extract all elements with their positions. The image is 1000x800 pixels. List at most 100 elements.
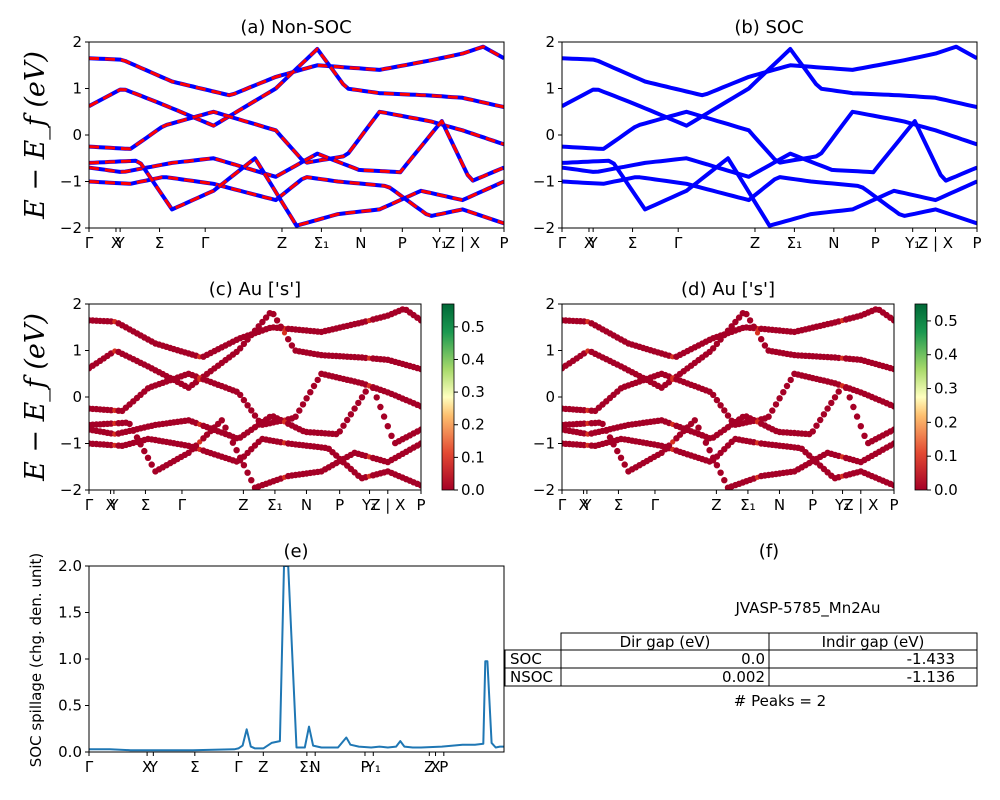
panel-a-xtick-label: Y bbox=[115, 234, 126, 252]
panel-c-colorbar-tick-label: 0.2 bbox=[461, 416, 485, 434]
panel-b-band-6 bbox=[562, 156, 977, 228]
panel-c-band-3-point bbox=[307, 389, 314, 396]
panel-e-spillage-line bbox=[89, 566, 504, 752]
panel-d-band-3-point bbox=[713, 396, 721, 404]
panel-c-band-2-point bbox=[417, 365, 421, 373]
panel-c-xtick-label: Y₁ bbox=[361, 496, 377, 514]
panel-b-bands bbox=[562, 44, 977, 228]
panel-e-ytick-label: 0.5 bbox=[58, 697, 82, 715]
panel-c-band-6-point bbox=[244, 469, 251, 476]
panel-d-ytick-label: −2 bbox=[533, 481, 555, 499]
panel-c-band-6-point bbox=[218, 417, 225, 424]
panel-d-band-3-point bbox=[776, 395, 783, 402]
panel-c-band-2-point bbox=[240, 340, 248, 348]
panel-c-band-5-point bbox=[417, 482, 421, 489]
panel-c-band-2-point bbox=[281, 330, 288, 336]
panel-b-xtick-label: Γ bbox=[674, 234, 683, 252]
panel-c-ylabel: E − E_f (eV) bbox=[20, 313, 51, 482]
panel-d-ytick-label: 2 bbox=[545, 295, 555, 313]
panel-d-xtick-label: Σ bbox=[614, 496, 623, 514]
panel-a-xtick-label: Γ bbox=[201, 234, 210, 252]
panel-d-band-6-point bbox=[890, 440, 894, 447]
panel-c-band-4-point bbox=[336, 428, 343, 435]
panel-d-colorbar-gradient bbox=[914, 303, 928, 491]
gap-table-row-1-label: SOC bbox=[510, 650, 542, 668]
panel-c-band-2-point bbox=[244, 336, 251, 343]
panel-d-band-4-point bbox=[861, 432, 868, 439]
panel-a-xtick-label: Z | X bbox=[445, 234, 480, 252]
panel-c-band-6-point bbox=[248, 477, 255, 484]
panel-b-xtick-label: Σ₁ bbox=[787, 234, 803, 252]
panel-b-xtick-label: Γ bbox=[558, 234, 567, 252]
panel-d-band-6-point bbox=[606, 434, 614, 441]
panel-d-xtick-label: Z | X bbox=[843, 496, 878, 514]
panel-a-xtick-label: Z bbox=[277, 234, 287, 252]
panel-c-colorbar-tick-label: 0.1 bbox=[461, 448, 485, 466]
panel-d-band-6-point bbox=[691, 417, 698, 424]
panel-c-xtick-label: X bbox=[105, 496, 115, 514]
panel-d-band-6-point bbox=[713, 462, 721, 469]
panel-c-xtick-label: Z | X bbox=[370, 496, 405, 514]
panel-c-band-2-point bbox=[285, 336, 292, 343]
panel-d-band-6-point bbox=[699, 432, 706, 439]
panel-c-band-6-point bbox=[229, 439, 237, 446]
panel-c-band-3-point bbox=[237, 391, 244, 399]
panel-d-band-4-point bbox=[820, 411, 828, 418]
gap-table-row-2-label: NSOC bbox=[510, 668, 553, 686]
panel-f-title: (f) bbox=[759, 541, 779, 562]
panel-d-band-3-point bbox=[721, 407, 728, 414]
panel-d-xtick-label: Σ₁ bbox=[740, 496, 756, 514]
panel-d-band-4-point bbox=[853, 413, 861, 420]
panel-c-band-3-point bbox=[244, 402, 251, 409]
panel-a-band-2-overlay bbox=[89, 47, 504, 128]
panel-c-band-3-point bbox=[248, 407, 255, 414]
panel-e-xtick-label: N bbox=[310, 758, 321, 776]
panel-c-bands bbox=[89, 306, 421, 490]
panel-d-band-2-point bbox=[713, 340, 721, 348]
panel-c-band-3-point bbox=[310, 382, 318, 390]
panel-d-xtick-label: X bbox=[578, 496, 588, 514]
panel-b-xtick-label: P bbox=[972, 234, 981, 252]
panel-b-title: (b) SOC bbox=[734, 17, 803, 38]
panel-d-band-6-point bbox=[710, 454, 717, 461]
panel-c-xtick-label: Σ₁ bbox=[267, 496, 283, 514]
panel-c-colorbar-ticks: 0.0 0.1 0.2 0.3 0.4 0.5 bbox=[454, 318, 485, 499]
panel-d-bands bbox=[562, 306, 894, 490]
panel-e-ytick-label: 0.0 bbox=[58, 743, 82, 761]
panel-d-colorbar-tick-label: 0.0 bbox=[934, 481, 958, 499]
panel-b-xtick-label: P bbox=[871, 234, 880, 252]
panel-d-band-4-point bbox=[824, 405, 831, 412]
panel-c-band-6-point bbox=[144, 454, 152, 461]
panel-c-ytick-label: 1 bbox=[72, 342, 82, 360]
panel-e-xtick-label: X bbox=[430, 758, 440, 776]
panel-c-band-2-point bbox=[248, 331, 255, 339]
panel-c-xtick-label: Z bbox=[238, 496, 248, 514]
panel-d-band-2-point bbox=[732, 318, 739, 326]
panel-c-band-4-point bbox=[355, 399, 362, 407]
panel-c-band-4-point bbox=[347, 411, 355, 418]
panel-a-band-2 bbox=[89, 47, 504, 128]
panel-e-ytick-label: 1.0 bbox=[58, 650, 82, 668]
panel-a-band-3-overlay bbox=[89, 110, 504, 165]
panel-d-band-6-point bbox=[721, 477, 728, 484]
panel-d-xtick-label: Y₁ bbox=[834, 496, 850, 514]
panel-b-band-4 bbox=[562, 119, 977, 183]
panel-d-colorbar-tick-label: 0.2 bbox=[934, 413, 958, 431]
panel-c-band-6-point bbox=[133, 434, 141, 441]
panel-d-title: (d) Au ['s'] bbox=[681, 279, 775, 300]
panel-d-ytick-label: 0 bbox=[545, 388, 555, 406]
panel-d-band-2-point bbox=[721, 331, 728, 339]
panel-d-band-6-point bbox=[706, 447, 713, 454]
panel-c-colorbar-gradient bbox=[441, 303, 455, 491]
panel-d-colorbar-tick-label: 0.5 bbox=[934, 312, 958, 330]
panel-a-band-6-overlay bbox=[89, 156, 504, 228]
panel-d-colorbar: 0.0 0.1 0.2 0.3 0.4 0.5 bbox=[914, 303, 958, 499]
panel-e-ytick-label: 2.0 bbox=[58, 557, 82, 575]
panel-d-band-2-point bbox=[750, 323, 757, 330]
panel-a-xtick-label: Y₁ bbox=[431, 234, 447, 252]
gap-table: Dir gap (eV) Indir gap (eV) SOC 0.0 -1.4… bbox=[504, 632, 978, 687]
panel-d-xtick-label: P bbox=[889, 496, 898, 514]
panel-b-ytick-label: 2 bbox=[545, 33, 555, 51]
